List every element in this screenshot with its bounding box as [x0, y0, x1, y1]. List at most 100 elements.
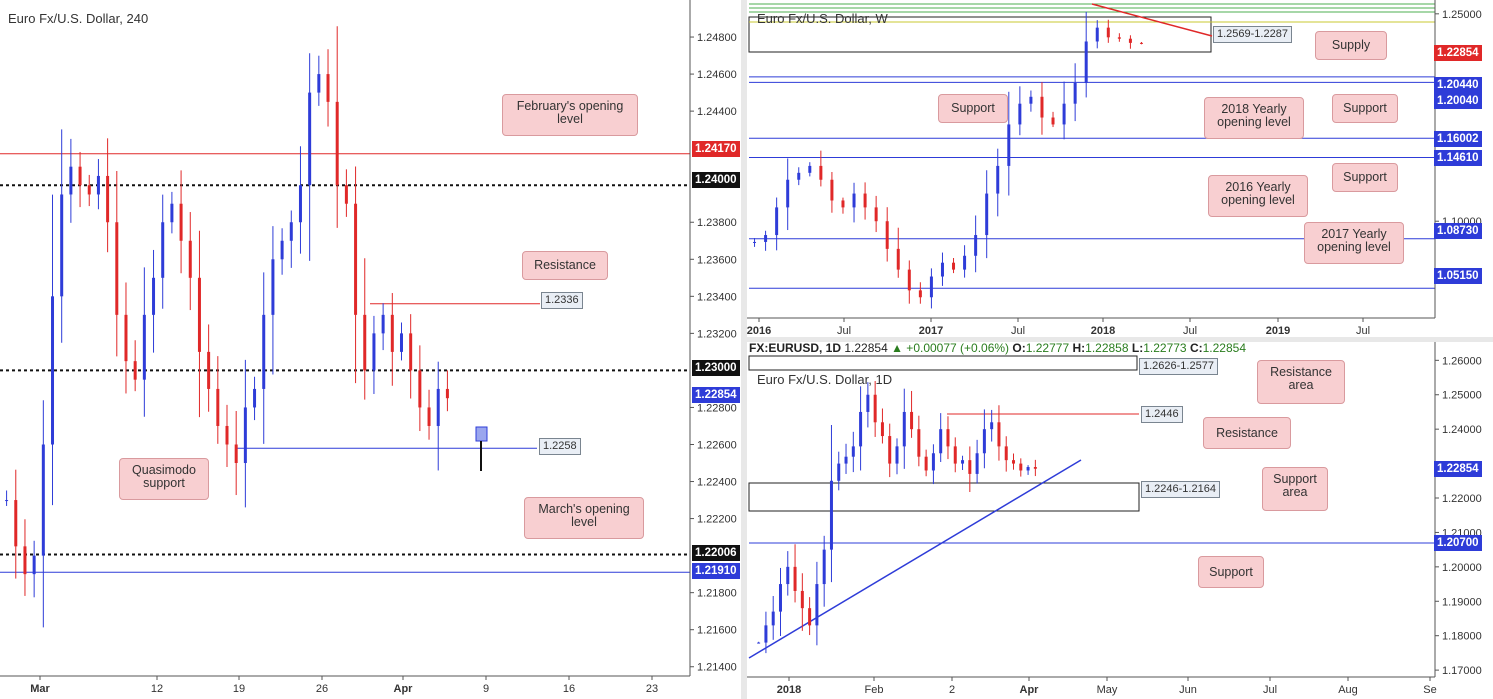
candle-daily-body-9 [822, 549, 826, 585]
candle-4h-body-30 [280, 240, 284, 260]
candle-weekly-body-17 [940, 262, 944, 277]
high-value: 1.22858 [1085, 342, 1129, 355]
chart-weekly-x-tick-label-5: Jul [1183, 325, 1197, 337]
chart-4h-y-tick-label-8: 1.22600 [697, 439, 737, 451]
chart-4h-y-tick-label-13: 1.21400 [697, 662, 737, 674]
candle-4h-body-0 [5, 500, 9, 502]
callout-marchs-opening-level: March's opening level [524, 497, 644, 539]
candle-weekly-body-12 [885, 221, 889, 249]
candle-4h-body-46 [427, 407, 431, 426]
candle-4h-body-39 [363, 314, 367, 371]
high-label: H: [1072, 342, 1086, 355]
chart-daily-x-tick-label-1: Feb [865, 684, 884, 696]
close-label: C: [1189, 342, 1203, 355]
callout-februarys-opening-level: February's opening level [502, 94, 638, 136]
callout-2017-yearly-opening-level: 2017 Yearly opening level [1304, 222, 1404, 264]
candle-4h-body-17 [161, 222, 165, 278]
price-tag-1-23000: 1.23000 [692, 360, 740, 376]
candle-weekly-body-21 [985, 193, 989, 236]
candle-weekly-body-18 [952, 262, 956, 270]
chart-weekly-x-tick-label-4: 2018 [1091, 325, 1115, 337]
candle-weekly-body-10 [863, 193, 867, 208]
callout-quasimodo-support: Quasimodo support [119, 458, 209, 500]
candle-4h-body-37 [344, 185, 348, 204]
candle-4h-body-20 [188, 240, 192, 278]
candle-4h-body-14 [133, 361, 137, 380]
callout-support-daily: Support [1198, 556, 1264, 588]
price-tag-1-05150: 1.05150 [1434, 268, 1482, 284]
candle-4h-body-9 [87, 185, 91, 195]
price-tag-1-14610: 1.14610 [1434, 150, 1482, 166]
chart-daily-y-tick-label-6: 1.19000 [1442, 596, 1482, 608]
candle-4h-body-45 [418, 370, 422, 408]
price-change: ▲ +0.00077 (+0.06%) [891, 342, 1010, 355]
candle-daily-body-33 [997, 422, 1001, 447]
panel-separator-horizontal[interactable] [747, 337, 1493, 342]
callout-resistance-area: Resistance area [1257, 360, 1345, 404]
symbol-label: FX:EURUSD, 1D [749, 342, 842, 355]
chart-daily-canvas[interactable]: 1.260001.250001.240001.220001.210001.200… [747, 342, 1493, 699]
candle-4h-body-1 [14, 500, 18, 547]
chart-4h-y-tick-label-6: 1.23200 [697, 328, 737, 340]
chart-daily-y-tick-label-0: 1.26000 [1442, 355, 1482, 367]
candle-4h-body-48 [445, 388, 449, 399]
chart-daily[interactable]: 1.26000 1.25000 1.24000 1.22000 1.21000 1.200… [747, 342, 1493, 699]
candle-daily-body-15 [866, 394, 870, 412]
candle-daily-body-6 [800, 590, 804, 609]
chart-4h-y-tick-label-5: 1.23400 [697, 291, 737, 303]
candle-4h-body-26 [243, 407, 247, 464]
resistance-area-box [748, 355, 1138, 371]
candle-4h-body-13 [124, 314, 128, 362]
chart-4h-x-tick-label-2: 19 [233, 683, 245, 695]
candle-daily-body-11 [837, 463, 841, 481]
chart-weekly[interactable]: 1.250001.100002016Jul2017Jul2018Jul2019J… [747, 0, 1493, 337]
candle-weekly-body-20 [974, 235, 978, 256]
trendline-red-weekly [1091, 3, 1213, 37]
candle-daily-body-37 [1026, 467, 1030, 471]
candle-daily-body-8 [815, 584, 819, 626]
candle-daily-body-4 [786, 566, 790, 585]
candle-weekly-body-2 [775, 207, 779, 236]
chart-4h-x-tick-label-0: Mar [30, 683, 50, 695]
candle-4h-body-2 [23, 546, 27, 575]
candle-4h-body-4 [41, 444, 45, 556]
candle-daily-body-22 [917, 429, 921, 457]
price-tag-1-22854-daily: 1.22854 [1434, 461, 1482, 477]
candle-daily-body-36 [1019, 463, 1023, 471]
price-tag-1-24000: 1.24000 [692, 172, 740, 188]
candle-weekly-body-0 [753, 241, 757, 243]
candle-4h-body-8 [78, 166, 82, 186]
panel-separator-vertical[interactable] [741, 0, 747, 699]
callout-resistance-daily: Resistance [1203, 417, 1291, 449]
candle-weekly-body-32 [1106, 27, 1110, 38]
candle-daily-body-12 [844, 456, 848, 464]
candle-4h-body-29 [271, 259, 275, 315]
candle-daily-body-30 [975, 453, 979, 474]
open-label: O: [1012, 342, 1026, 355]
candle-4h-body-18 [170, 203, 174, 223]
chart-4h-y-tick-label-1: 1.24600 [697, 69, 737, 81]
callout-supply: Supply [1315, 31, 1387, 60]
candle-4h-body-3 [32, 555, 36, 575]
candle-weekly-body-8 [841, 200, 845, 208]
candle-daily-body-13 [851, 446, 855, 457]
candle-weekly-body-30 [1084, 41, 1088, 83]
level-box-1-2446: 1.2446 [1141, 406, 1183, 423]
candle-weekly-body-5 [808, 165, 812, 173]
candle-daily-body-23 [924, 456, 928, 471]
symbol-info-bar: FX:EURUSD, 1D 1.22854 ▲ +0.00077 (+0.06%… [749, 342, 1246, 355]
candle-weekly-body-15 [918, 290, 922, 298]
chart-4h[interactable]: 1.24800 1.24600 1.24400 1.23800 1.23600 1.234… [0, 0, 741, 699]
candle-weekly-body-33 [1117, 37, 1121, 39]
candle-daily-body-34 [1004, 446, 1008, 461]
candle-4h-body-21 [197, 277, 201, 352]
chart-4h-y-tick-label-9: 1.22400 [697, 477, 737, 489]
price-tag-1-20700: 1.20700 [1434, 535, 1482, 551]
chart-weekly-x-tick-label-7: Jul [1356, 325, 1370, 337]
chart-4h-x-tick-label-5: 9 [483, 683, 489, 695]
candle-weekly-body-4 [797, 172, 801, 180]
callout-support-weekly-1: Support [938, 94, 1008, 123]
level-box-supply-zone: 1.2569-1.2287 [1213, 26, 1292, 43]
chart-4h-x-tick-label-6: 16 [563, 683, 575, 695]
candle-weekly-body-29 [1073, 82, 1077, 104]
